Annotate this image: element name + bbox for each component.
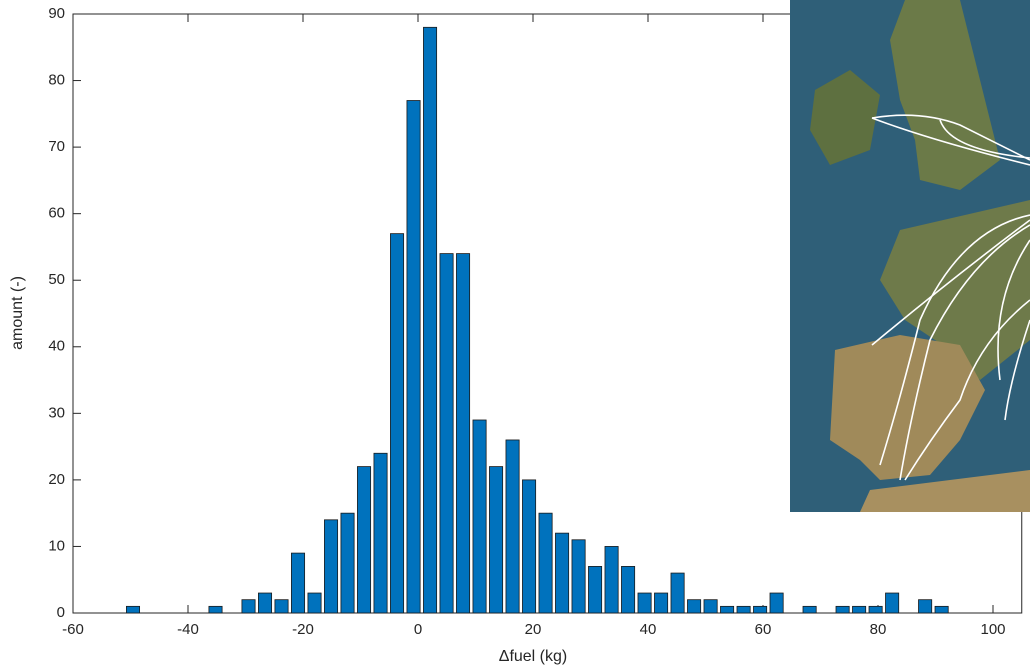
bar <box>588 566 601 613</box>
bar <box>605 546 618 613</box>
y-tick-label: 70 <box>48 138 65 155</box>
bar <box>341 513 354 613</box>
bar <box>704 600 717 613</box>
bar <box>506 440 519 613</box>
bar <box>638 593 651 613</box>
bar <box>671 573 684 613</box>
y-tick-label: 10 <box>48 537 65 554</box>
x-tick-label: -40 <box>177 621 199 638</box>
bar <box>621 566 634 613</box>
bar <box>440 254 453 613</box>
x-axis-label: Δfuel (kg) <box>499 648 567 665</box>
bar <box>258 593 271 613</box>
bar <box>374 453 387 613</box>
y-tick-label: 40 <box>48 338 65 355</box>
bar <box>357 467 370 613</box>
x-tick-label: 20 <box>525 621 542 638</box>
y-axis-label: amount (-) <box>9 276 26 350</box>
x-tick-label: -20 <box>292 621 314 638</box>
y-tick-label: 0 <box>57 604 65 621</box>
y-tick-label: 30 <box>48 404 65 421</box>
bar <box>935 606 948 613</box>
bar <box>456 254 469 613</box>
bar <box>572 540 585 613</box>
y-tick-label: 20 <box>48 471 65 488</box>
bar <box>654 593 667 613</box>
bar <box>522 480 535 613</box>
y-tick-label: 80 <box>48 72 65 89</box>
bar <box>869 606 882 613</box>
bar <box>720 606 733 613</box>
bar <box>407 101 420 613</box>
bar <box>853 606 866 613</box>
y-tick-label: 60 <box>48 205 65 222</box>
x-tick-label: 0 <box>414 621 422 638</box>
map-inset <box>790 0 1030 512</box>
bar <box>423 27 436 613</box>
bar <box>308 593 321 613</box>
bar <box>737 606 750 613</box>
x-tick-label: 80 <box>870 621 887 638</box>
bar <box>770 593 783 613</box>
bar <box>324 520 337 613</box>
x-tick-label: 60 <box>755 621 772 638</box>
bar <box>919 600 932 613</box>
bar <box>275 600 288 613</box>
x-tick-label: 40 <box>640 621 657 638</box>
bar <box>687 600 700 613</box>
bar <box>291 553 304 613</box>
chart: Δfuel (kg) amount (-) 0 10 20 30 40 50 60 70 80 9… <box>0 0 1030 669</box>
y-tick-label: 90 <box>48 5 65 22</box>
bar <box>489 467 502 613</box>
x-tick-label: 100 <box>980 621 1005 638</box>
bar <box>555 533 568 613</box>
bar <box>242 600 255 613</box>
bar <box>126 606 139 613</box>
bar <box>539 513 552 613</box>
bar <box>886 593 899 613</box>
bar <box>390 234 403 613</box>
bar <box>753 606 766 613</box>
bar <box>803 606 816 613</box>
x-tick-label: -60 <box>62 621 84 638</box>
bar <box>473 420 486 613</box>
y-tick-label: 50 <box>48 271 65 288</box>
bar <box>836 606 849 613</box>
bar <box>209 606 222 613</box>
